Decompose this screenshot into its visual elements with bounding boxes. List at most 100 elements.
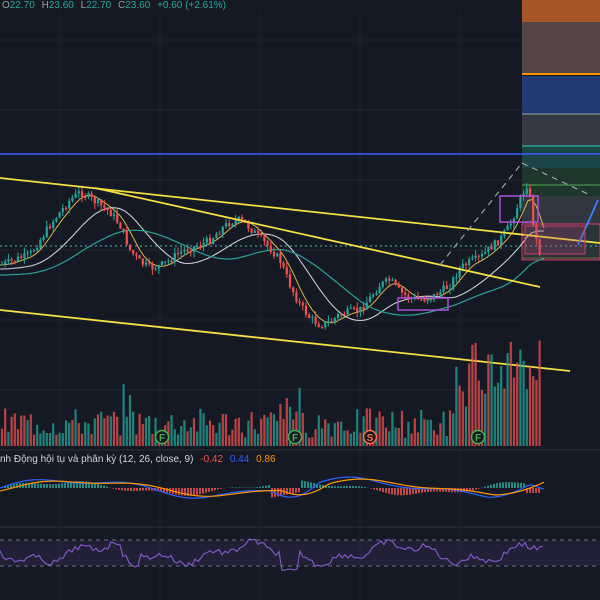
candle-body: [301, 302, 304, 306]
candle-body: [311, 316, 314, 318]
trendlines[interactable]: [0, 162, 600, 372]
macd-hist-bar: [115, 488, 117, 490]
volume-bar: [442, 411, 445, 446]
candle-body: [468, 259, 471, 266]
macd-hist-bar: [427, 488, 429, 492]
volume-bar: [77, 422, 80, 446]
volume-bar: [170, 415, 173, 446]
candle-body: [522, 193, 525, 197]
macd-hist-bar: [94, 482, 96, 488]
event-marker[interactable]: F: [154, 429, 170, 445]
volume-bar: [394, 427, 397, 446]
candle-body: [253, 230, 256, 233]
candle-body: [39, 239, 42, 249]
close-label: C: [118, 0, 126, 11]
volume-bar: [256, 433, 260, 446]
candle-body: [234, 220, 237, 225]
candle-body: [151, 263, 154, 270]
volume-bar: [461, 391, 464, 446]
volume-bar: [308, 437, 311, 446]
accumulation-box: [397, 297, 449, 311]
candle-body: [167, 260, 170, 262]
volume-bar: [221, 413, 224, 446]
macd-hist-bar: [160, 488, 162, 492]
macd-hist-bar: [148, 488, 150, 491]
macd-hist-bar: [214, 488, 216, 491]
macd-hist-bar: [523, 483, 525, 488]
candle-body: [349, 307, 352, 309]
macd-hist-bar: [295, 488, 297, 493]
event-marker-circle: [362, 429, 378, 445]
candle-body: [141, 258, 144, 265]
volume-bar: [522, 360, 525, 446]
macd-hist-bar: [124, 488, 126, 491]
volume-bar: [525, 389, 528, 446]
volume-bar: [84, 422, 87, 446]
macd-signal-value: 0.86: [256, 454, 276, 465]
macd-hist-bar: [511, 482, 513, 488]
candle-body: [74, 193, 77, 198]
volume-bar: [496, 382, 500, 446]
macd-hist-bar: [403, 488, 405, 496]
candle-body: [154, 268, 157, 270]
event-marker[interactable]: F: [470, 429, 486, 445]
volume-bar: [468, 363, 471, 446]
macd-hist-bar: [61, 483, 63, 488]
macd-hist-bar: [334, 486, 336, 488]
middle-trendline: [94, 187, 541, 288]
volume-bar: [512, 377, 516, 446]
volume-bar: [16, 429, 20, 446]
volume-bar: [480, 389, 484, 446]
candle-body: [61, 207, 64, 213]
macd-panel: [0, 476, 545, 499]
macd-hist-bar: [496, 483, 498, 488]
macd-hist-bar: [58, 483, 60, 488]
event-marker[interactable]: S: [362, 429, 378, 445]
volume-bar: [420, 409, 423, 446]
volume-bar: [413, 418, 416, 446]
macd-hist-bar: [376, 488, 378, 491]
candle-body: [52, 221, 55, 229]
candle-body: [100, 199, 103, 206]
candle-body: [439, 291, 442, 296]
volume-bar: [253, 429, 256, 446]
macd-hist-bar: [409, 488, 411, 495]
volume-bar: [279, 404, 282, 446]
candle-body: [221, 226, 224, 235]
macd-hist-bar: [370, 488, 372, 489]
candle-body: [192, 246, 196, 252]
macd-hist-bar: [40, 483, 42, 488]
candle-body: [112, 214, 116, 217]
candle-body: [109, 210, 112, 217]
macd-hist-bar: [91, 482, 93, 488]
rsi-panel: [0, 538, 600, 571]
volume-bar: [452, 413, 455, 446]
low-value: 22.70: [86, 0, 112, 11]
highlight-boxes[interactable]: [397, 195, 586, 311]
grid: [0, 12, 522, 600]
macd-hist-bar: [16, 483, 18, 488]
macd-hist-bar: [184, 488, 186, 496]
candle-body: [45, 226, 48, 237]
candle-body: [160, 261, 164, 266]
macd-hist-bar: [235, 487, 237, 488]
candle-body: [42, 236, 45, 240]
macd-legend: nh Động hội tụ và phân kỳ (12, 26, close…: [0, 454, 276, 466]
candle-body: [164, 261, 167, 263]
volume-bar: [407, 421, 410, 446]
candle-body: [461, 263, 464, 268]
event-marker[interactable]: F: [287, 429, 303, 445]
macd-hist-bar: [517, 482, 519, 488]
candle-body: [400, 287, 404, 293]
volume-bar: [490, 354, 493, 446]
candle-body: [388, 278, 391, 281]
candle-body: [269, 245, 272, 253]
macd-hist-bar: [271, 488, 273, 498]
candle-body: [183, 249, 186, 252]
volume-bar: [90, 434, 93, 446]
macd-hist-bar: [307, 481, 309, 488]
macd-hist-bar: [82, 481, 84, 488]
